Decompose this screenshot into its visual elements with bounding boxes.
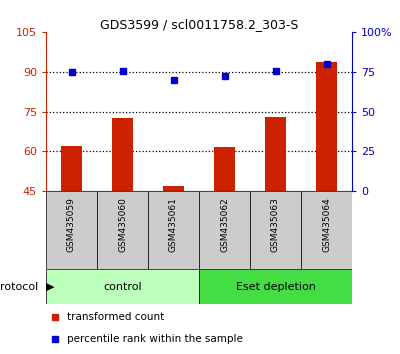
Text: ▶: ▶ bbox=[46, 282, 54, 292]
Bar bbox=[199, 191, 250, 269]
Text: GSM435063: GSM435063 bbox=[271, 198, 280, 252]
Text: transformed count: transformed count bbox=[68, 312, 165, 322]
Bar bbox=[316, 62, 337, 191]
Text: GSM435060: GSM435060 bbox=[118, 198, 127, 252]
Text: percentile rank within the sample: percentile rank within the sample bbox=[68, 334, 243, 344]
Bar bbox=[46, 269, 199, 304]
Bar bbox=[301, 191, 352, 269]
Title: GDS3599 / scl0011758.2_303-S: GDS3599 / scl0011758.2_303-S bbox=[100, 18, 298, 31]
Text: GSM435064: GSM435064 bbox=[322, 198, 331, 252]
Bar bbox=[199, 269, 352, 304]
Text: GSM435062: GSM435062 bbox=[220, 198, 229, 252]
Bar bbox=[163, 186, 184, 191]
Bar bbox=[214, 147, 235, 191]
Bar bbox=[250, 191, 301, 269]
Bar bbox=[97, 191, 148, 269]
Bar bbox=[61, 146, 82, 191]
Text: control: control bbox=[103, 282, 142, 292]
Bar bbox=[46, 191, 97, 269]
Bar bbox=[112, 118, 133, 191]
Text: GSM435061: GSM435061 bbox=[169, 198, 178, 252]
Text: GSM435059: GSM435059 bbox=[67, 198, 76, 252]
Bar bbox=[148, 191, 199, 269]
Bar bbox=[265, 117, 286, 191]
Text: Eset depletion: Eset depletion bbox=[236, 282, 316, 292]
Text: protocol: protocol bbox=[0, 282, 38, 292]
